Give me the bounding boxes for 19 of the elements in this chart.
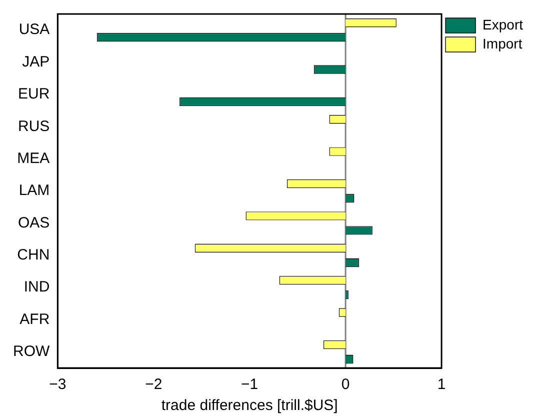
y-tick-label: ROW [12, 343, 50, 360]
legend-label: Export [482, 16, 524, 32]
y-tick-label: AFR [20, 310, 50, 328]
y-tick-label: RUS [18, 118, 50, 135]
x-tick-label: −1 [241, 376, 258, 394]
x-tick-label: −2 [145, 376, 162, 394]
y-tick-label: EUR [18, 86, 50, 103]
y-tick-label: CHN [17, 246, 50, 264]
x-tick-label: 1 [437, 376, 446, 394]
y-tick-label: MEA [17, 150, 50, 167]
x-tick-label: −3 [49, 376, 66, 394]
y-tick-label: JAP [22, 53, 50, 70]
y-tick-label: LAM [18, 182, 50, 200]
legend-label: Import [482, 35, 522, 52]
y-tick-label: USA [18, 21, 50, 38]
y-tick-label: IND [24, 278, 50, 296]
y-tick-label: OAS [18, 214, 50, 232]
x-axis-title: trade differences [trill.$US] [161, 397, 338, 414]
x-tick-label: 0 [341, 376, 350, 394]
